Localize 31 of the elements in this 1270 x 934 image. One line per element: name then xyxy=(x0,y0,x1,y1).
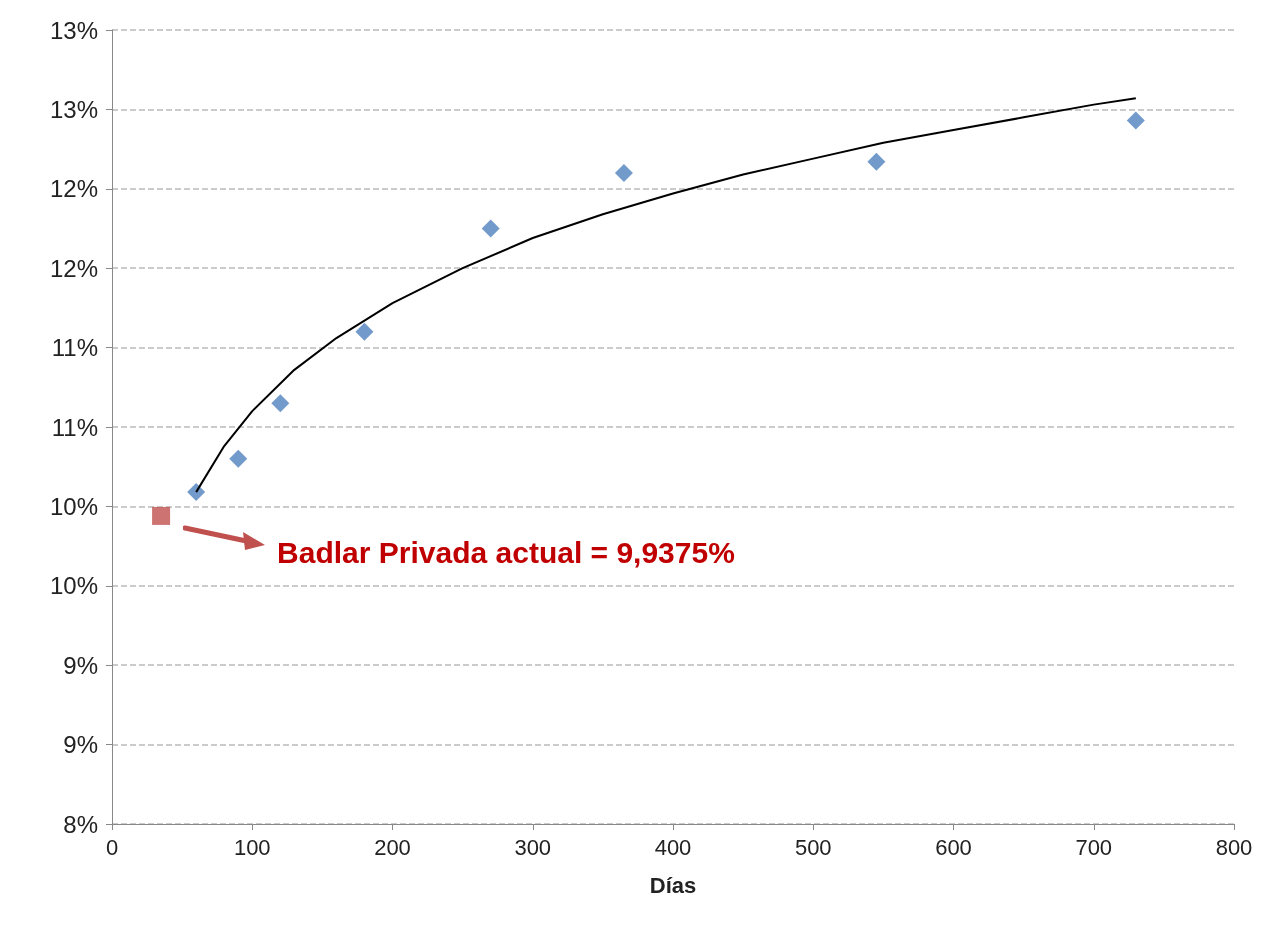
annotation: Badlar Privada actual = 9,9375% xyxy=(277,536,735,570)
x-tick-label: 700 xyxy=(1075,834,1113,860)
point xyxy=(229,449,248,468)
x-tick-label: 200 xyxy=(374,834,411,860)
x-tick-label: 400 xyxy=(654,834,692,860)
y-tick-label: 12% xyxy=(49,175,98,203)
x-tick-label: 300 xyxy=(514,834,552,860)
point xyxy=(187,483,206,502)
point xyxy=(867,152,886,171)
y-tick-label: 11% xyxy=(51,334,98,362)
point xyxy=(614,163,633,182)
x-axis-title: Días xyxy=(649,872,697,898)
point xyxy=(481,219,500,238)
x-tick-label: 0 xyxy=(105,834,119,860)
point xyxy=(355,322,374,341)
x-tick-label: 100 xyxy=(233,834,271,860)
point xyxy=(152,506,171,525)
y-tick-label: 12% xyxy=(49,254,98,282)
point xyxy=(271,394,290,413)
y-tick-label: 10% xyxy=(49,492,98,520)
y-tick-label: 11% xyxy=(51,413,98,441)
y-tick-label: 13% xyxy=(49,95,98,123)
x-tick-label: 600 xyxy=(935,834,972,860)
y-tick-label: 13% xyxy=(49,16,98,44)
x-tick-label: 500 xyxy=(794,834,832,860)
y-tick-label: 8% xyxy=(63,810,98,838)
y-tick-label: 9% xyxy=(63,731,98,759)
point xyxy=(1126,111,1145,130)
x-tick-label: 800 xyxy=(1215,834,1253,860)
y-tick-label: 9% xyxy=(63,651,98,679)
y-tick-label: 10% xyxy=(49,572,98,600)
